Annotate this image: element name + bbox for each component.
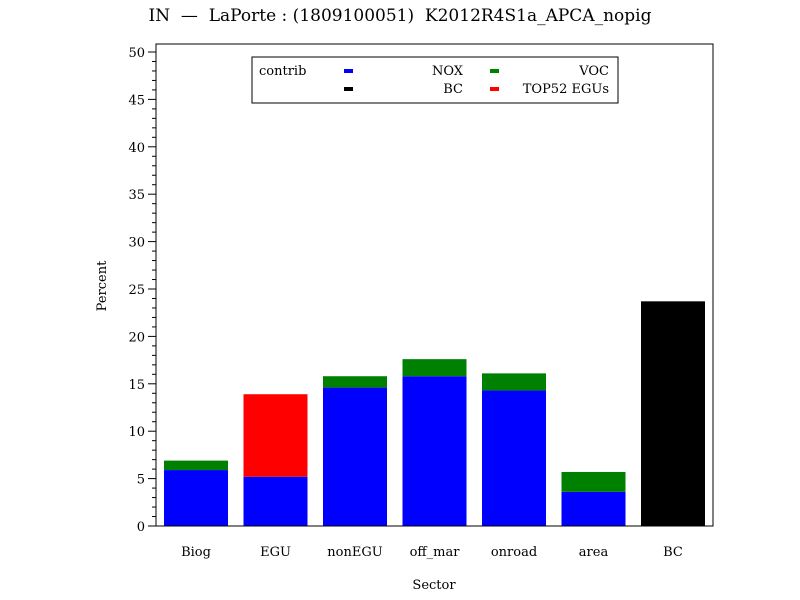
bar-EGU-top52-egus: [243, 394, 308, 477]
x-tick-label: Biog: [181, 545, 211, 560]
y-tick-label: 5: [137, 473, 145, 488]
plot-frame: [155, 43, 714, 527]
legend-box: [251, 56, 619, 104]
legend-label: NOX: [432, 64, 464, 79]
x-tick-label: area: [579, 545, 609, 560]
y-tick-label: 30: [128, 236, 145, 251]
bar-nonEGU-voc: [323, 376, 387, 388]
y-tick-label: 40: [128, 141, 145, 156]
legend-swatch-voc: [490, 69, 499, 73]
legend: contrib NOX VOC BC TOP52 EGUs: [251, 56, 619, 104]
bar-area-voc: [561, 471, 626, 492]
y-axis-label: Percent: [95, 260, 110, 311]
legend-swatch-nox: [344, 69, 353, 73]
x-tick-label: off_mar: [410, 545, 461, 560]
bar-off_mar-nox: [402, 376, 467, 526]
bar-onroad-nox: [482, 390, 546, 526]
y-tick-label: 0: [137, 520, 145, 535]
y-tick-label: 10: [128, 425, 145, 440]
plot-area: [164, 301, 705, 526]
bar-area-nox: [561, 491, 626, 526]
legend-title: contrib: [259, 64, 306, 79]
y-axis: 0 5 10 15 20 25 30 35 40 45 50: [128, 46, 156, 535]
y-tick-label: 45: [128, 93, 145, 108]
chart-title: IN — LaPorte : (1809100051) K2012R4S1a_A…: [148, 6, 652, 26]
x-tick-label: EGU: [260, 545, 291, 560]
bar-EGU-nox: [243, 476, 308, 526]
bar-onroad-voc: [482, 373, 546, 391]
y-tick-label: 25: [128, 283, 145, 298]
legend-swatch-top52-egus: [490, 87, 499, 91]
legend-label: VOC: [578, 64, 609, 79]
x-axis: Biog EGU nonEGU off_mar onroad area BC: [181, 545, 683, 560]
bar-Biog-nox: [164, 470, 228, 526]
x-tick-label: nonEGU: [327, 545, 382, 560]
y-tick-label: 50: [128, 46, 145, 61]
bar-nonEGU-nox: [323, 387, 387, 526]
y-tick-label: 35: [128, 188, 145, 203]
bar-Biog-voc: [164, 460, 228, 471]
x-tick-label: onroad: [491, 545, 537, 560]
x-tick-label: BC: [663, 545, 683, 560]
bar-BC-bc: [641, 301, 705, 526]
y-tick-label: 20: [128, 330, 145, 345]
legend-label: BC: [443, 82, 463, 97]
legend-label: TOP52 EGUs: [523, 82, 609, 97]
y-tick-label: 15: [128, 378, 145, 393]
bar-off_mar-voc: [402, 359, 467, 377]
x-axis-label: Sector: [412, 578, 456, 593]
legend-swatch-bc: [344, 87, 353, 91]
